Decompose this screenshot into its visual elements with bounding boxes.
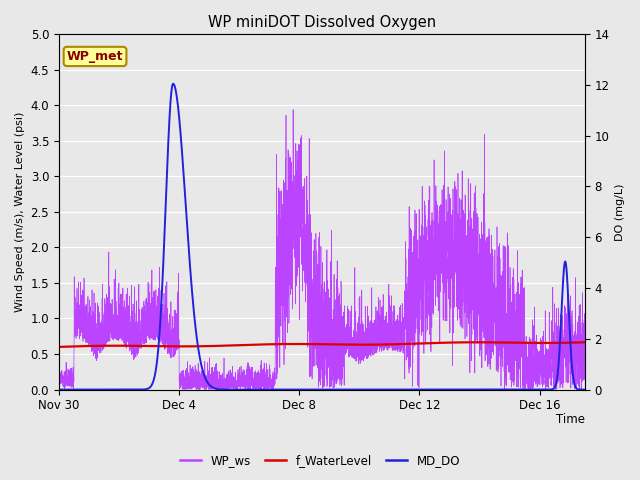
Y-axis label: Wind Speed (m/s), Water Level (psi): Wind Speed (m/s), Water Level (psi)	[15, 111, 25, 312]
Legend: WP_ws, f_WaterLevel, MD_DO: WP_ws, f_WaterLevel, MD_DO	[175, 449, 465, 472]
Y-axis label: DO (mg/L): DO (mg/L)	[615, 183, 625, 240]
Title: WP miniDOT Dissolved Oxygen: WP miniDOT Dissolved Oxygen	[208, 15, 436, 30]
X-axis label: Time: Time	[556, 413, 585, 426]
Text: WP_met: WP_met	[67, 50, 124, 63]
